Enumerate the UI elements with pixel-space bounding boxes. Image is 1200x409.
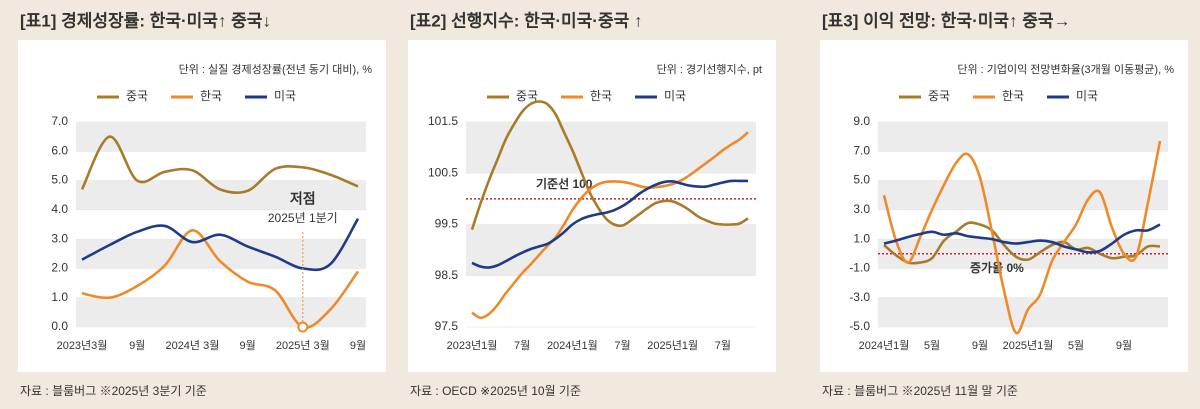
source-note: 자료 : 블룸버그 ※2025년 11월 말 기준 (822, 384, 1018, 398)
x-tick-label: 2023년1월 (447, 339, 498, 352)
series-line (80, 135, 359, 195)
x-tick-label: 2025년1월 (1003, 339, 1054, 352)
annotation-marker (297, 321, 309, 333)
chart-title: [표2] 선행지수: 한국·미국·중국 ↑ (410, 11, 642, 30)
reference-label: 증가율 0% (970, 260, 1024, 275)
legend-label: 한국 (590, 89, 612, 103)
series-line (471, 179, 748, 269)
grid-band (878, 122, 1168, 152)
unit-label: 단위 : 경기선행지수, pt (657, 63, 762, 76)
x-tick-label: 9월 (129, 339, 145, 352)
x-tick-label: 2024년1월 (547, 339, 598, 352)
series-line (81, 229, 360, 329)
y-tick-label: -3.0 (849, 290, 870, 304)
x-tick-label: 9월 (239, 339, 255, 352)
x-tick-label: 9월 (350, 339, 366, 352)
legend-label: 한국 (1002, 89, 1024, 103)
series-line (470, 100, 749, 231)
chart-title: [표1] 경제성장률: 한국·미국↑ 중국↓ (20, 11, 271, 30)
y-tick-label: 2.0 (51, 261, 68, 275)
series-line (883, 221, 1161, 265)
y-tick-label: 100.5 (428, 165, 458, 179)
y-tick-label: 5.0 (853, 173, 870, 187)
grid-band (76, 180, 366, 210)
x-tick-label: 2023년3월 (57, 339, 108, 352)
legend-label: 중국 (126, 89, 148, 103)
grid-band (76, 239, 366, 269)
grid-band (878, 180, 1168, 210)
y-tick-label: 6.0 (51, 143, 68, 157)
chart-title: [표3] 이익 전망: 한국·미국↑ 중국→ (822, 11, 1071, 30)
y-tick-label: 1.0 (853, 231, 870, 245)
annotation-title: 저점 (290, 191, 316, 207)
x-tick-label: 5월 (924, 339, 940, 352)
y-tick-label: 101.5 (428, 114, 458, 128)
y-tick-label: 98.5 (435, 268, 459, 282)
y-tick-label: 3.0 (51, 231, 68, 245)
grid-band (76, 297, 366, 327)
x-tick-label: 2025년 3월 (276, 339, 330, 352)
x-tick-label: 7월 (514, 339, 530, 352)
y-tick-label: 1.0 (51, 290, 68, 304)
unit-label: 단위 : 실질 경제성장률(전년 동기 대비), % (179, 63, 373, 76)
legend-label: 미국 (274, 89, 296, 103)
x-tick-label: 9월 (972, 339, 988, 352)
y-tick-label: 7.0 (51, 114, 68, 128)
unit-label: 단위 : 기업이익 전망변화율(3개월 이동평균), % (957, 63, 1174, 76)
x-tick-label: 9월 (1116, 339, 1132, 352)
card (408, 40, 776, 372)
series-line (471, 131, 749, 320)
legend-label: 미국 (664, 89, 686, 103)
grid-band (466, 224, 756, 276)
y-tick-label: 7.0 (853, 143, 870, 157)
series-line (883, 223, 1161, 254)
x-tick-label: 2025년1월 (647, 339, 698, 352)
y-tick-label: 0.0 (51, 319, 68, 333)
grid-band (76, 122, 366, 152)
reference-label: 기준선 100 (536, 176, 593, 191)
y-tick-label: 97.5 (435, 319, 459, 333)
y-tick-label: 5.0 (51, 173, 68, 187)
annotation-subtext: 2025년 1분기 (268, 211, 338, 225)
legend-label: 중국 (516, 89, 538, 103)
series-line (81, 217, 360, 272)
x-tick-label: 5월 (1068, 339, 1084, 352)
y-tick-label: -1.0 (849, 261, 870, 275)
y-tick-label: 4.0 (51, 202, 68, 216)
source-note: 자료 : OECD ※2025년 10월 기준 (410, 384, 581, 398)
source-note: 자료 : 블룸버그 ※2025년 3분기 기준 (20, 384, 207, 398)
legend-label: 한국 (200, 89, 222, 103)
y-tick-label: -5.0 (849, 319, 870, 333)
series-line (882, 140, 1162, 335)
x-tick-label: 7월 (715, 339, 731, 352)
grid-band (466, 122, 756, 174)
y-tick-label: 99.5 (435, 217, 459, 231)
y-tick-label: 9.0 (853, 114, 870, 128)
x-tick-label: 2024년1월 (859, 339, 910, 352)
y-tick-label: 3.0 (853, 202, 870, 216)
legend-label: 미국 (1076, 89, 1098, 103)
x-tick-label: 2024년 3월 (165, 339, 219, 352)
legend-label: 중국 (928, 89, 950, 103)
x-tick-label: 7월 (614, 339, 630, 352)
